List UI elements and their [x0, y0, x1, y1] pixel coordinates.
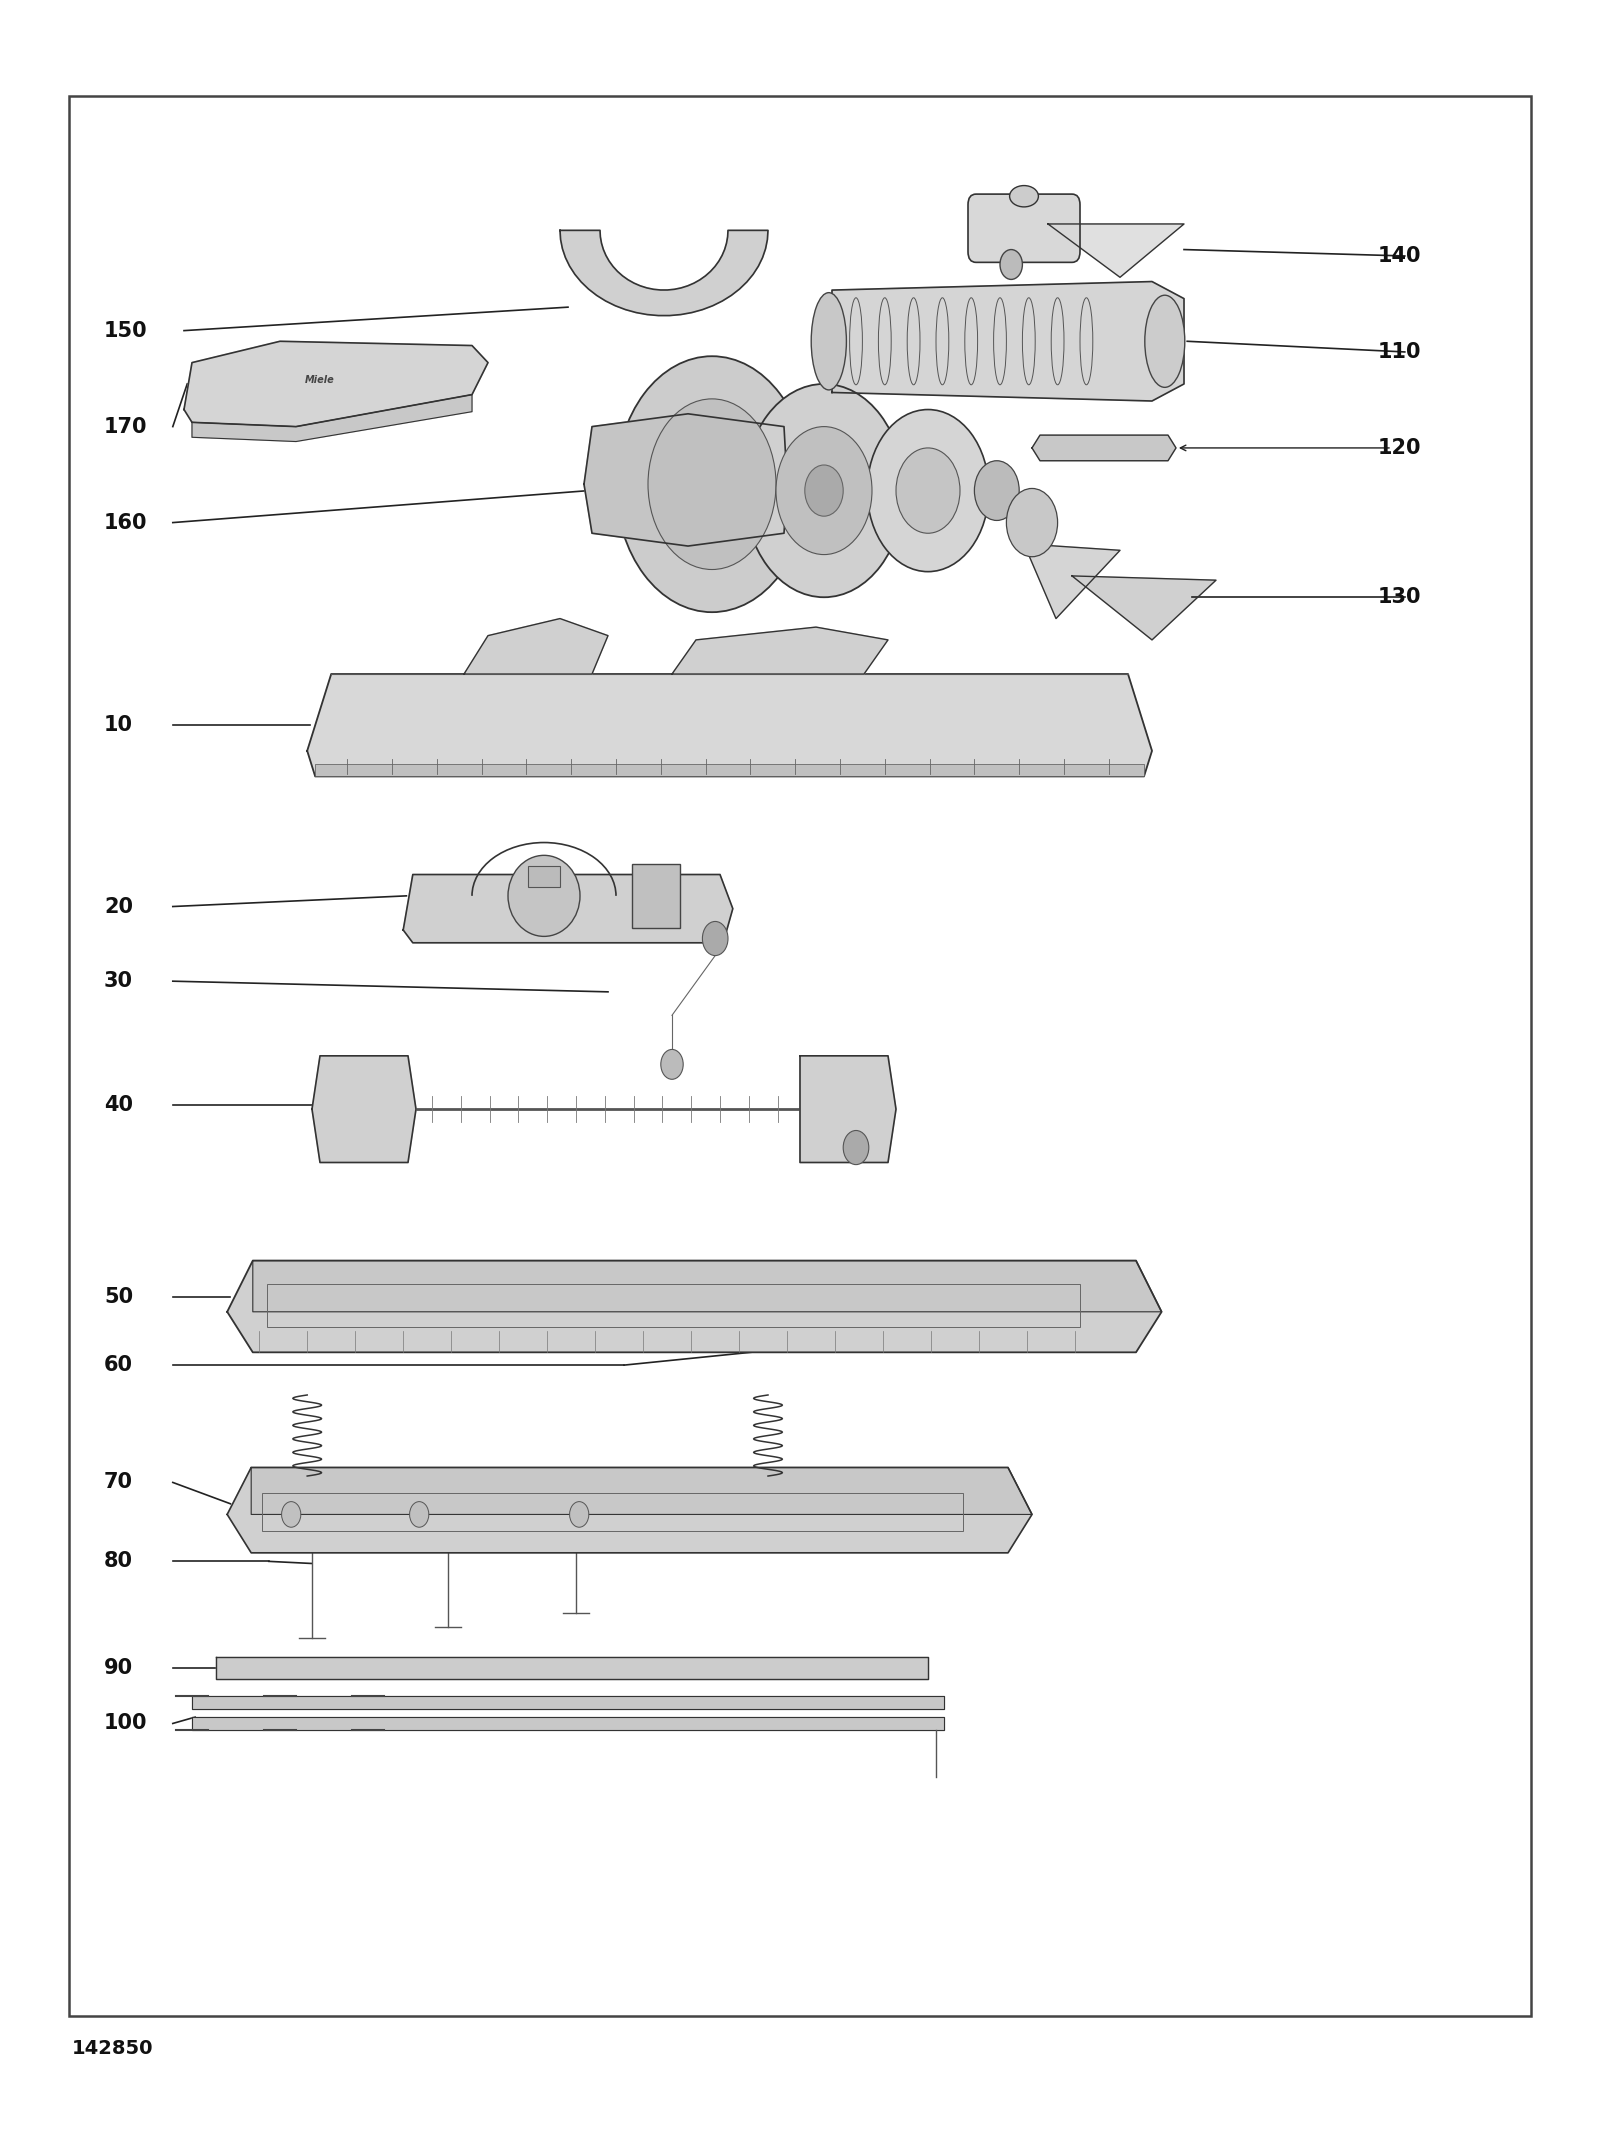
Text: 110: 110 [1378, 341, 1421, 363]
Text: 10: 10 [104, 715, 133, 736]
Polygon shape [1024, 544, 1120, 619]
Polygon shape [251, 1468, 1032, 1514]
Polygon shape [1048, 224, 1184, 277]
Ellipse shape [1146, 294, 1184, 388]
Circle shape [661, 1049, 683, 1079]
Circle shape [702, 921, 728, 956]
Text: 30: 30 [104, 971, 133, 992]
FancyBboxPatch shape [968, 194, 1080, 262]
Circle shape [1006, 488, 1058, 557]
Text: 40: 40 [104, 1094, 133, 1116]
Text: 80: 80 [104, 1551, 133, 1572]
Polygon shape [464, 619, 608, 674]
Text: 130: 130 [1378, 587, 1421, 608]
Polygon shape [307, 674, 1152, 776]
Text: 120: 120 [1378, 437, 1421, 459]
Polygon shape [192, 395, 472, 442]
Circle shape [776, 427, 872, 555]
Polygon shape [192, 1717, 944, 1730]
Text: 70: 70 [104, 1472, 133, 1493]
Circle shape [282, 1502, 301, 1527]
Circle shape [805, 465, 843, 516]
Circle shape [744, 384, 904, 597]
Circle shape [1000, 250, 1022, 279]
Text: 20: 20 [104, 896, 133, 917]
Text: 100: 100 [104, 1713, 147, 1734]
Ellipse shape [509, 855, 579, 936]
Circle shape [974, 461, 1019, 520]
Polygon shape [584, 414, 787, 546]
Text: 50: 50 [104, 1286, 133, 1308]
Circle shape [843, 1130, 869, 1165]
Polygon shape [832, 282, 1184, 401]
Polygon shape [403, 875, 733, 943]
Text: 140: 140 [1378, 245, 1421, 267]
Polygon shape [560, 230, 768, 316]
Circle shape [648, 399, 776, 570]
Ellipse shape [811, 292, 846, 390]
Polygon shape [253, 1261, 1162, 1312]
Circle shape [867, 410, 989, 572]
Circle shape [616, 356, 808, 612]
Polygon shape [672, 627, 888, 674]
Polygon shape [800, 1056, 896, 1162]
Circle shape [410, 1502, 429, 1527]
Text: 90: 90 [104, 1657, 133, 1679]
Polygon shape [1072, 576, 1216, 640]
Text: 150: 150 [104, 320, 147, 341]
Circle shape [570, 1502, 589, 1527]
Bar [262, 1493, 963, 1531]
Polygon shape [216, 1657, 928, 1679]
Text: 170: 170 [104, 416, 147, 437]
Circle shape [896, 448, 960, 533]
Ellipse shape [1010, 186, 1038, 207]
Bar [315, 764, 1144, 776]
Polygon shape [1032, 435, 1176, 461]
Bar [267, 1284, 1080, 1327]
Polygon shape [227, 1261, 1162, 1352]
Bar [528, 866, 560, 887]
Polygon shape [227, 1468, 1032, 1553]
Polygon shape [192, 1696, 944, 1709]
Text: 142850: 142850 [72, 2039, 154, 2058]
Text: 60: 60 [104, 1354, 133, 1376]
Text: Miele: Miele [306, 375, 334, 384]
Text: 160: 160 [104, 512, 147, 533]
Polygon shape [312, 1056, 416, 1162]
Polygon shape [184, 341, 488, 427]
Bar [632, 864, 680, 928]
